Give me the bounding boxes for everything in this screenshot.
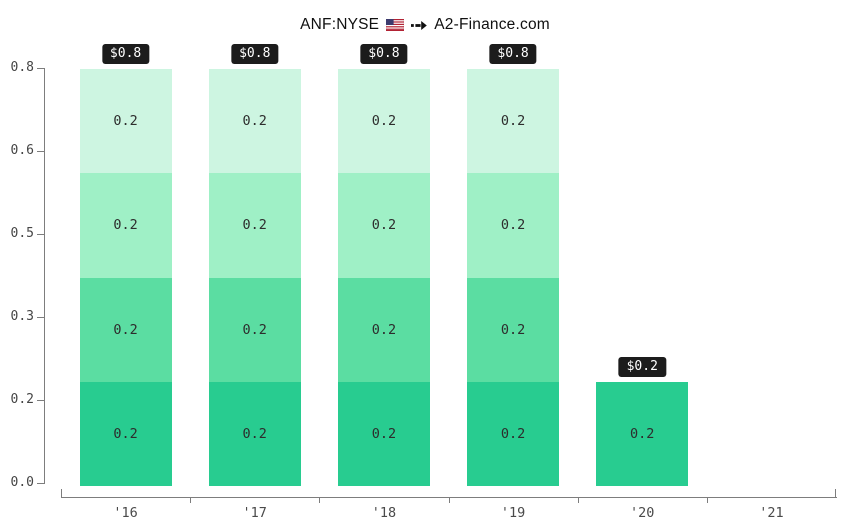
bar-segment-label: 0.2 [500,425,526,442]
y-tick [37,317,44,318]
bar-segment-label: 0.2 [242,113,267,130]
x-tick-label: '19 [500,505,526,521]
bar-segment-label: 0.2 [500,217,526,234]
right-arrow-icon [411,20,428,31]
y-tick-label: 0.5 [10,226,34,241]
bar-segment-label: 0.2 [371,425,397,442]
bar-segment-label: 0.2 [500,113,526,130]
y-tick [37,68,44,69]
ticker-symbol: ANF:NYSE [300,16,380,33]
y-tick-label: 0.2 [10,392,34,407]
total-badge-16: $0.8 [101,44,150,64]
y-tick-label: 0.0 [10,475,34,490]
bar-segment-label: 0.2 [113,113,138,130]
bar-segment-label: 0.2 [113,321,138,338]
y-tick-label: 0.3 [10,309,34,324]
bar-segment-label: 0.2 [371,217,397,234]
bar-segment-label: 0.2 [630,425,655,442]
bar-segment-label: 0.2 [113,217,138,234]
chart-title: ANF:NYSE A2-Finance.com [0,16,850,34]
bar-segment-16-payment-3[interactable]: 0.2 [79,173,172,278]
y-tick [37,151,44,152]
total-badge-19: $0.8 [489,44,537,64]
bar-segment-label: 0.2 [242,321,267,338]
x-tick-label: '16 [113,505,138,521]
bar-segment-17-payment-4[interactable]: 0.2 [208,69,301,174]
x-tick [835,489,836,497]
y-axis-line [44,68,45,484]
bar-segment-18-payment-3[interactable]: 0.2 [337,173,430,278]
x-tick-label: '17 [242,505,267,521]
x-tick [577,498,579,503]
bar-segment-label: 0.2 [242,217,267,234]
bar-segment-16-payment-2[interactable]: 0.2 [79,277,172,382]
y-tick-label: 0.6 [10,143,34,158]
bar-segment-label: 0.2 [371,321,397,338]
bar-segment-18-payment-2[interactable]: 0.2 [337,277,430,382]
bar-segment-19-payment-4[interactable]: 0.2 [467,69,560,174]
bar-segment-label: 0.2 [242,425,267,442]
bar-segment-17-payment-3[interactable]: 0.2 [208,173,301,278]
x-tick-label: '18 [371,505,397,521]
bar-segment-19-payment-3[interactable]: 0.2 [467,173,560,278]
x-axis-line [61,497,837,498]
site-name: A2-Finance.com [434,16,550,33]
x-tick-label: '20 [630,505,655,521]
bar-segment-label: 0.2 [500,321,526,338]
y-tick [37,234,44,235]
bar-segment-20-payment-1[interactable]: 0.2 [596,381,689,486]
y-tick [37,400,44,401]
x-tick-label: '21 [759,505,784,521]
bar-segment-label: 0.2 [371,113,397,130]
x-tick [706,498,708,503]
bar-segment-16-payment-1[interactable]: 0.2 [79,381,172,486]
bar-segment-18-payment-4[interactable]: 0.2 [337,69,430,174]
x-tick [190,498,192,503]
bar-segment-17-payment-1[interactable]: 0.2 [208,381,301,486]
x-tick [61,489,62,497]
bar-segment-label: 0.2 [113,425,138,442]
bar-segment-17-payment-2[interactable]: 0.2 [208,277,301,382]
y-tick-label: 0.8 [10,60,34,75]
total-badge-18: $0.8 [360,44,408,64]
x-tick [448,498,450,503]
us-flag-icon [386,19,405,31]
x-tick [319,498,321,503]
total-badge-17: $0.8 [231,44,279,64]
bar-segment-18-payment-1[interactable]: 0.2 [337,381,430,486]
bar-segment-16-payment-4[interactable]: 0.2 [79,69,172,174]
bar-segment-19-payment-2[interactable]: 0.2 [467,277,560,382]
y-tick [37,483,44,484]
total-badge-20: $0.2 [618,356,666,377]
bar-segment-19-payment-1[interactable]: 0.2 [467,381,560,486]
